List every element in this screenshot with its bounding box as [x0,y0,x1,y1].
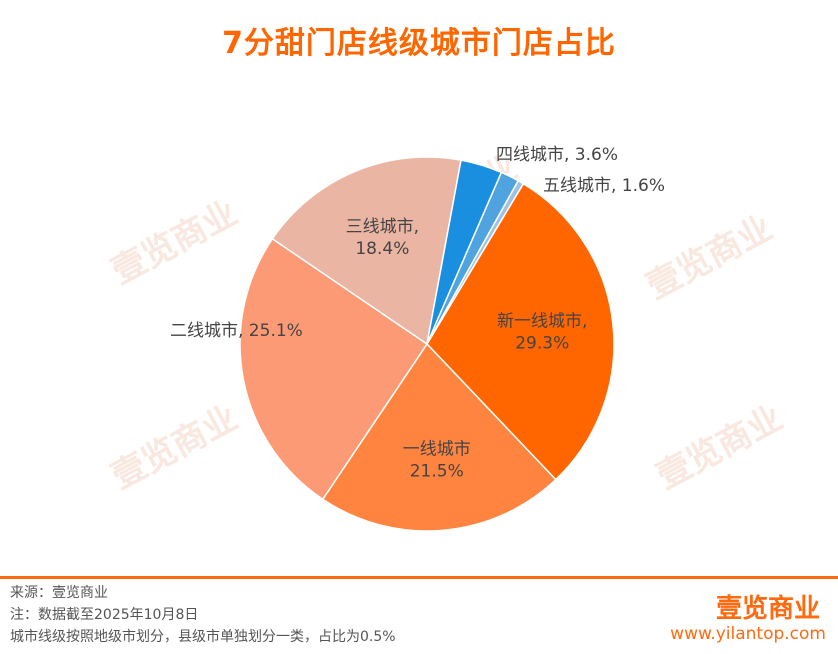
slice-label: 二线城市, 25.1% [170,321,303,341]
slice-label: 一线城市 [403,440,471,460]
brand-logo: 壹览商业 [715,594,820,624]
slice-label: 四线城市, 3.6% [496,145,618,165]
slice-label: 18.4% [355,239,409,259]
slice-label: 21.5% [410,462,464,482]
footer-divider [0,576,838,579]
slice-label: 新一线城市, [497,311,587,331]
pie-slice [271,156,462,346]
slice-label: 29.3% [515,333,569,353]
brand-url: www.yilantop.com [670,624,826,644]
pie-slice [426,182,615,481]
pie-slice [239,237,429,501]
source-text: 来源：壹览商业 [10,585,108,601]
date-note-text: 注：数据截至2025年10月8日 [10,607,199,623]
page-title: 7分甜门店线级城市门店占比 [222,26,616,61]
pie-slice [321,342,557,532]
slice-label: 三线城市, [346,217,419,237]
slice-label: 五线城市, 1.6% [543,176,665,196]
pie-slice [426,179,525,345]
explanation-text: 城市线级按照地级市划分，县级市单独划分一类，占比为0.5% [10,629,396,645]
